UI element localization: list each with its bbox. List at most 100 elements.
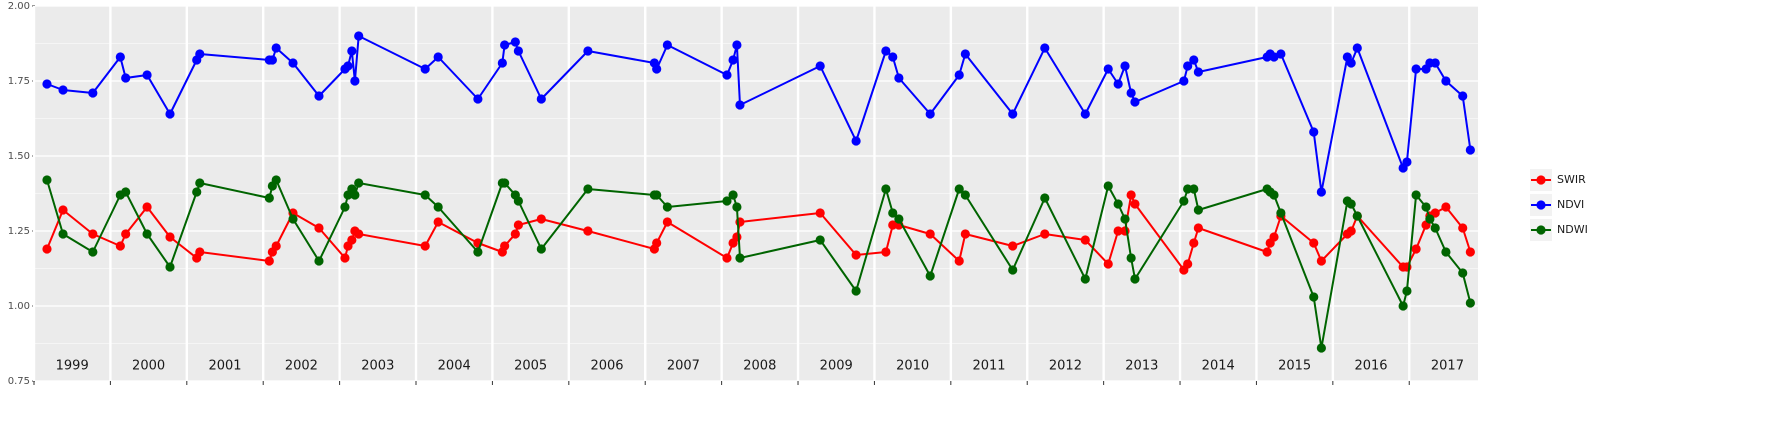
data-point: [354, 31, 364, 41]
data-point: [583, 46, 593, 56]
data-point: [815, 61, 825, 71]
data-point: [1193, 67, 1203, 77]
data-point: [1189, 55, 1199, 65]
data-point: [1130, 274, 1140, 284]
data-point: [473, 94, 483, 104]
x-tick-label: 2005: [514, 359, 547, 374]
data-point: [1269, 52, 1279, 62]
data-point: [1402, 157, 1412, 167]
x-tick-label: 2003: [361, 359, 394, 374]
data-point: [88, 247, 98, 257]
data-point: [1103, 259, 1113, 269]
data-point: [1189, 184, 1199, 194]
data-point: [815, 208, 825, 218]
data-point: [1080, 274, 1090, 284]
data-point: [894, 214, 904, 224]
data-point: [115, 52, 125, 62]
data-point: [314, 256, 324, 266]
data-point: [925, 109, 935, 119]
y-tick-label: 1.25: [8, 226, 30, 237]
x-tick-label: 2000: [132, 359, 165, 374]
data-point: [195, 178, 205, 188]
data-point: [142, 229, 152, 239]
data-point: [1269, 190, 1279, 200]
data-point: [960, 49, 970, 59]
data-point: [888, 52, 898, 62]
y-tick-label: 2.00: [8, 1, 30, 12]
legend-label: NDWI: [1557, 223, 1588, 236]
data-point: [347, 46, 357, 56]
data-point: [88, 88, 98, 98]
data-point: [1465, 298, 1475, 308]
data-point: [1421, 202, 1431, 212]
data-point: [652, 190, 662, 200]
data-point: [1352, 43, 1362, 53]
legend-dot: [1536, 175, 1546, 185]
x-tick-label: 2002: [285, 359, 318, 374]
data-point: [1008, 241, 1018, 251]
data-point: [925, 229, 935, 239]
data-point: [536, 244, 546, 254]
data-point: [195, 49, 205, 59]
data-point: [1120, 61, 1130, 71]
data-point: [728, 55, 738, 65]
data-point: [1113, 199, 1123, 209]
data-point: [1040, 229, 1050, 239]
legend-label: SWIR: [1557, 173, 1586, 186]
data-point: [1120, 214, 1130, 224]
data-point: [121, 73, 131, 83]
data-point: [513, 220, 523, 230]
data-point: [881, 46, 891, 56]
data-point: [1316, 187, 1326, 197]
data-point: [652, 64, 662, 74]
data-point: [473, 247, 483, 257]
data-point: [314, 223, 324, 233]
data-point: [954, 70, 964, 80]
data-point: [1126, 88, 1136, 98]
data-point: [881, 184, 891, 194]
data-point: [851, 136, 861, 146]
data-point: [58, 85, 68, 95]
data-point: [894, 73, 904, 83]
data-point: [1269, 232, 1279, 242]
data-point: [1040, 193, 1050, 203]
data-point: [1458, 91, 1468, 101]
data-point: [1080, 109, 1090, 119]
data-point: [1126, 190, 1136, 200]
y-tick-label: 1.75: [8, 76, 30, 87]
data-point: [42, 175, 52, 185]
data-point: [722, 70, 732, 80]
data-point: [1309, 292, 1319, 302]
data-point: [1103, 181, 1113, 191]
data-point: [1346, 226, 1356, 236]
data-point: [1402, 286, 1412, 296]
data-point: [1183, 259, 1193, 269]
data-point: [1008, 109, 1018, 119]
data-point: [1080, 235, 1090, 245]
x-tick-label: 2009: [820, 359, 853, 374]
data-point: [1425, 214, 1435, 224]
data-point: [500, 178, 510, 188]
data-point: [354, 229, 364, 239]
data-point: [1103, 64, 1113, 74]
data-point: [960, 190, 970, 200]
data-point: [732, 232, 742, 242]
data-point: [1262, 247, 1272, 257]
data-point: [954, 256, 964, 266]
data-point: [42, 244, 52, 254]
data-point: [851, 250, 861, 260]
x-tick-label: 2006: [590, 359, 623, 374]
data-point: [42, 79, 52, 89]
y-tick-label: 0.75: [8, 376, 30, 387]
data-point: [271, 43, 281, 53]
data-point: [1441, 202, 1451, 212]
data-point: [1441, 76, 1451, 86]
data-point: [267, 55, 277, 65]
legend-dot: [1536, 225, 1546, 235]
x-tick-label: 2014: [1202, 359, 1235, 374]
data-point: [1352, 211, 1362, 221]
data-point: [500, 40, 510, 50]
data-point: [1411, 244, 1421, 254]
data-point: [88, 229, 98, 239]
